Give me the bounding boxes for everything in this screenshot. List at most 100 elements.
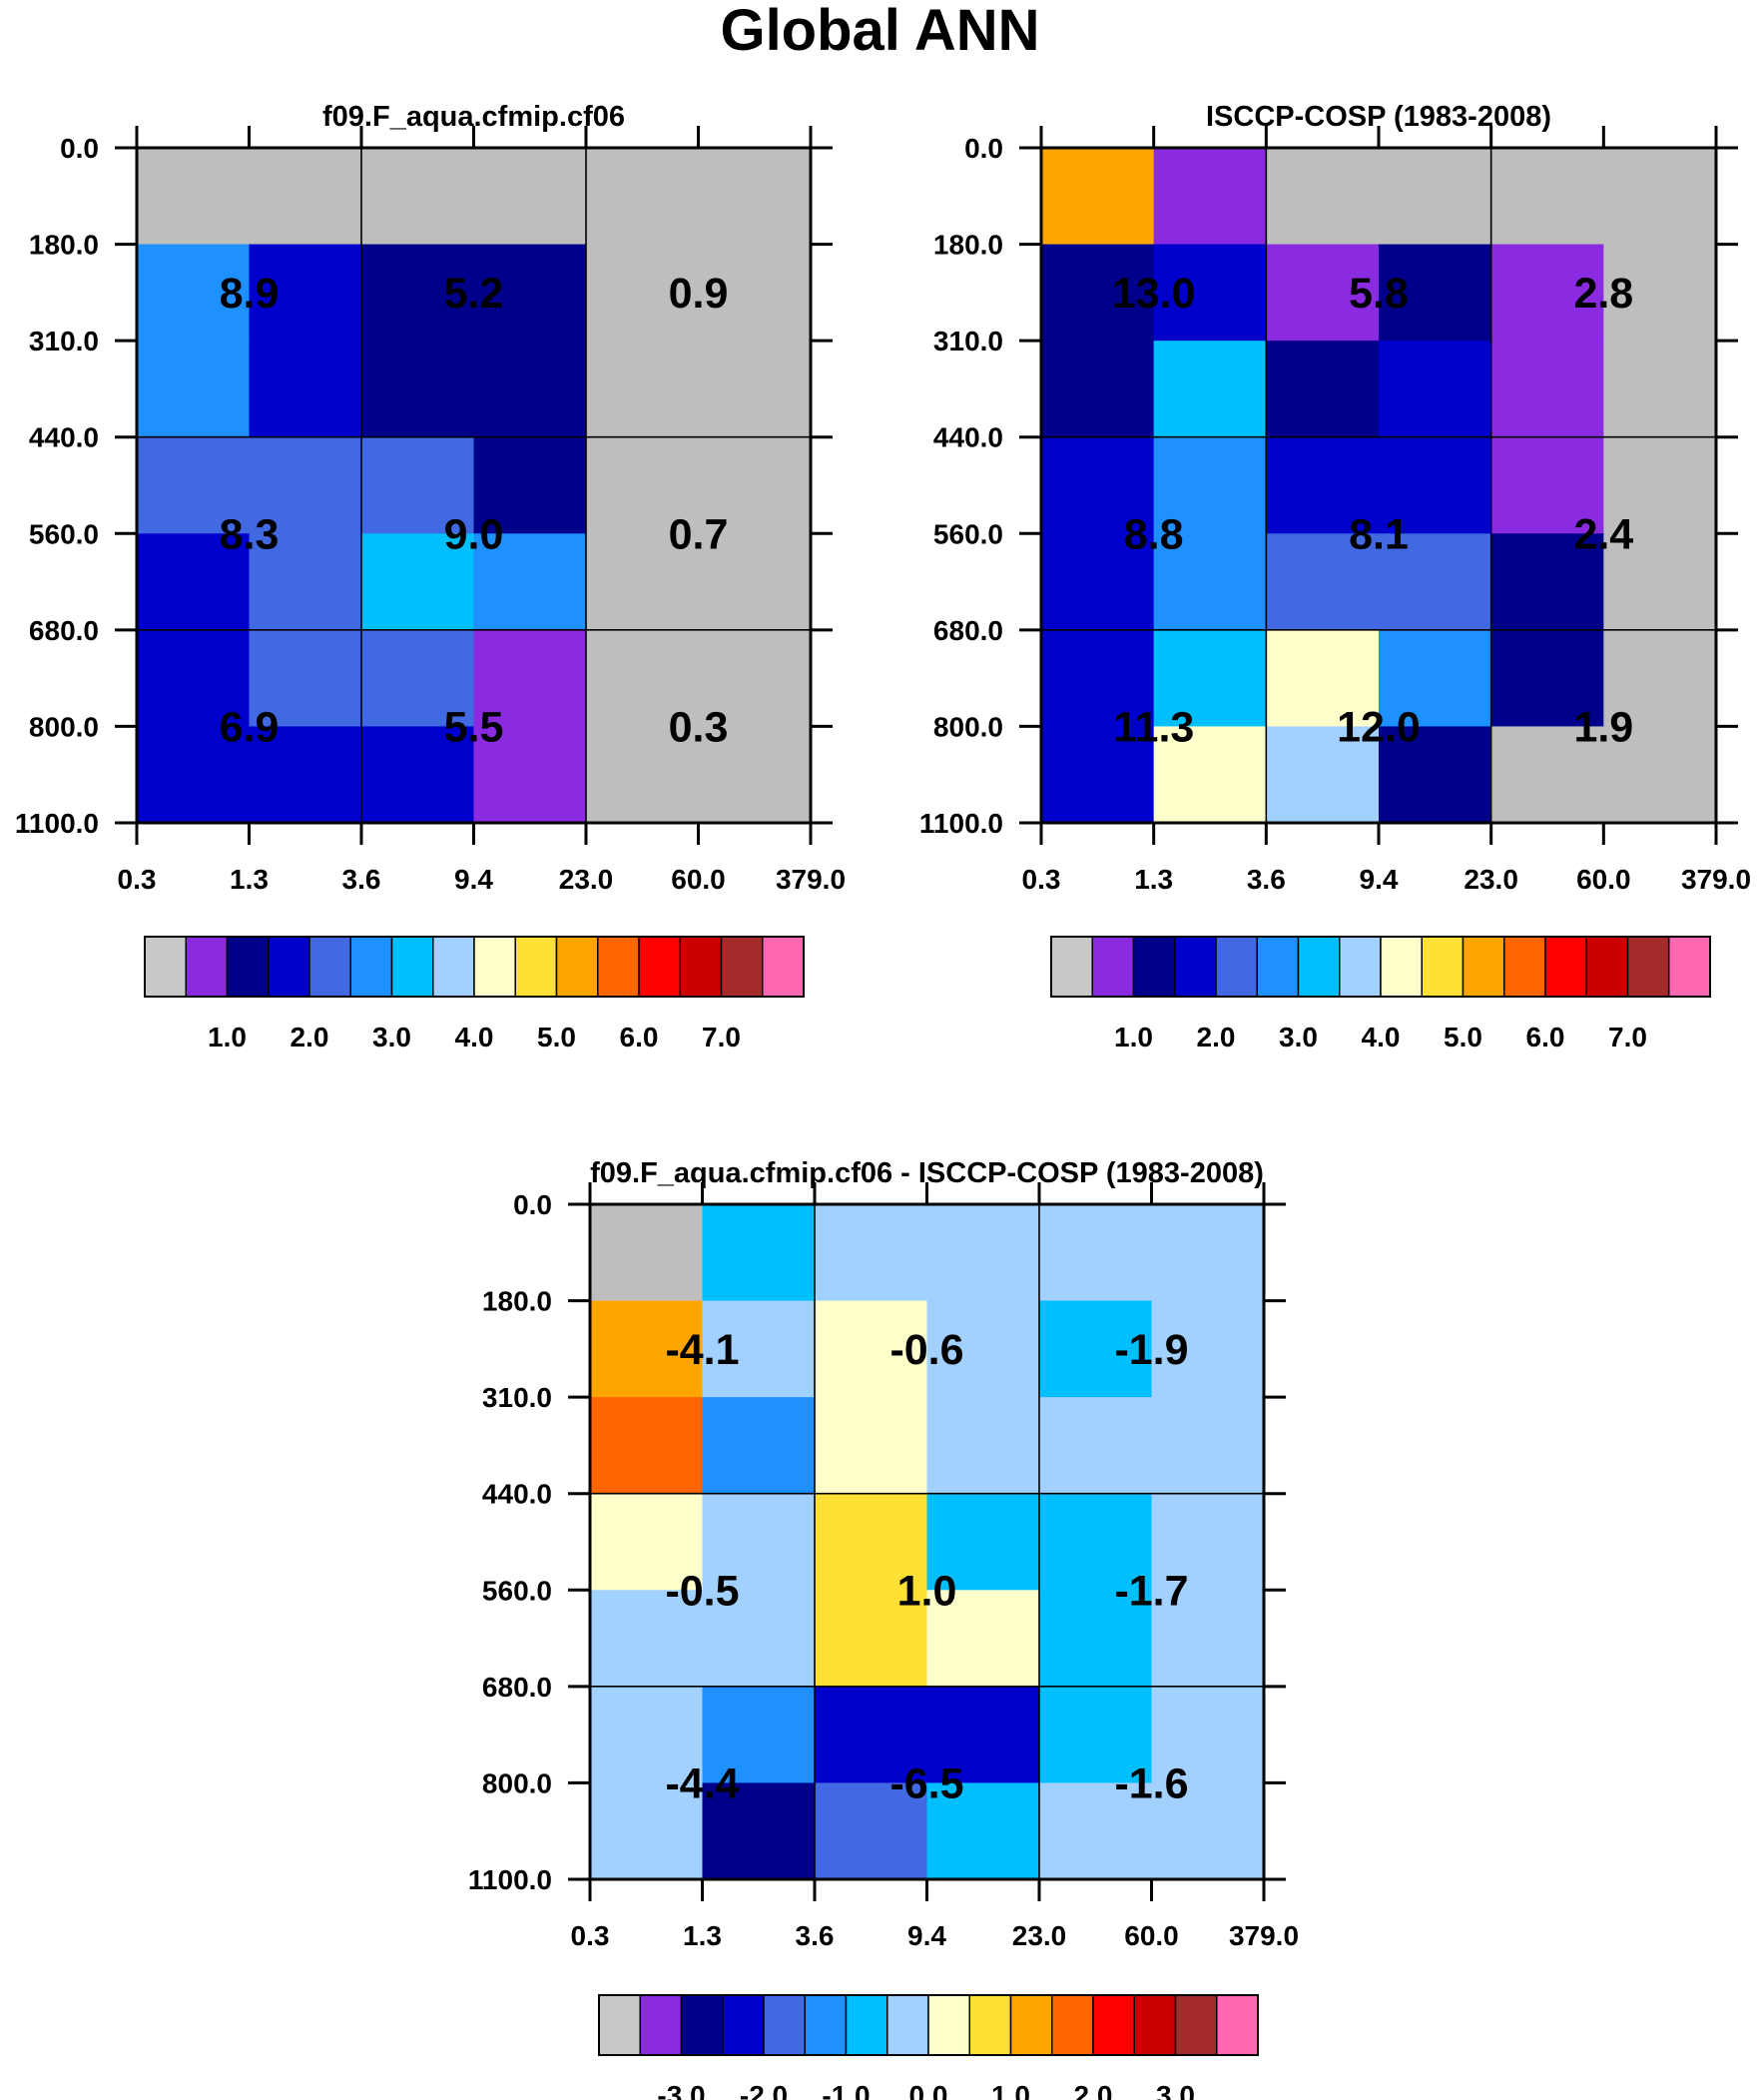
heatmap-cell	[1490, 244, 1604, 342]
heatmap-cell	[590, 1686, 704, 1784]
colorbar-swatch	[349, 936, 393, 998]
colorbar-swatch	[679, 936, 723, 998]
x-tick-label: 1.3	[683, 1920, 722, 1951]
x-tick-label: 0.3	[1022, 864, 1061, 895]
y-tick-label: 1100.0	[15, 808, 99, 839]
heatmap-cell	[473, 533, 587, 631]
box-value-label: -0.6	[889, 1326, 963, 1374]
heatmap-cell	[698, 629, 812, 728]
colorbar-swatch	[1132, 936, 1176, 998]
colorbar-swatch	[1544, 936, 1587, 998]
colorbar-swatch	[639, 1994, 683, 2056]
x-tick-label: 60.0	[1576, 864, 1631, 895]
heatmap-cell	[473, 436, 587, 534]
colorbar-swatch	[1256, 936, 1300, 998]
x-tick-label: 3.6	[1247, 864, 1286, 895]
colorbar-label: 3.0	[1156, 2080, 1195, 2100]
x-tick-label: 60.0	[671, 864, 726, 895]
heatmap-cell	[137, 341, 251, 438]
heatmap-cell	[137, 533, 251, 631]
y-tick-label: 560.0	[482, 1575, 552, 1606]
heatmap-cell	[473, 341, 587, 438]
colorbar-swatch	[514, 936, 558, 998]
colorbar-label: 5.0	[537, 1022, 576, 1052]
heatmap-cell	[1151, 1493, 1265, 1591]
box-value-label: 5.8	[1349, 270, 1409, 318]
heatmap-cell	[1041, 726, 1155, 824]
x-tick-label: 60.0	[1124, 1920, 1179, 1951]
heatmap-cell	[473, 726, 587, 824]
colorbar-swatch	[680, 1994, 724, 2056]
colorbar-swatch	[1421, 936, 1465, 998]
x-tick-label: 23.0	[1012, 1920, 1067, 1951]
heatmap-cell	[815, 1204, 928, 1302]
colorbar-swatch	[886, 1994, 929, 2056]
box-value-label: 8.3	[220, 510, 280, 558]
box-value-label: -1.9	[1114, 1326, 1188, 1374]
colorbar-swatch	[597, 936, 640, 998]
heatmap-cell	[1039, 1590, 1153, 1688]
figure-title: Global ANN	[720, 0, 1040, 63]
box-value-label: -1.6	[1114, 1759, 1188, 1807]
chart-panel-2: ISCCP-COSP (1983-2008)0.0180.0310.0440.0…	[919, 101, 1751, 1052]
heatmap-cell	[249, 533, 362, 631]
heatmap-cell	[702, 1204, 816, 1302]
colorbar-swatch	[1133, 1994, 1177, 2056]
x-tick-label: 9.4	[907, 1920, 946, 1951]
chart-panel-3: f09.F_aqua.cfmip.cf06 - ISCCP-COSP (1983…	[468, 1157, 1299, 2100]
heatmap-cell	[1153, 148, 1267, 246]
x-tick-label: 0.3	[118, 864, 157, 895]
colorbar-swatch	[432, 936, 475, 998]
colorbar-swatch	[1503, 936, 1546, 998]
heatmap-cell	[137, 244, 251, 342]
heatmap-cell	[702, 1686, 816, 1784]
colorbar-frame	[598, 1994, 1259, 2056]
y-tick-label: 0.0	[513, 1189, 552, 1220]
heatmap-cell	[1266, 436, 1380, 534]
heatmap-cell	[586, 244, 700, 342]
colorbar-swatch	[1462, 936, 1505, 998]
colorbar-swatch	[144, 936, 187, 998]
heatmap-cell	[1603, 533, 1717, 631]
x-tick-label: 3.6	[342, 864, 381, 895]
colorbar-label: -2.0	[740, 2080, 788, 2100]
heatmap-cell	[1266, 341, 1380, 438]
heatmap-cell	[1039, 1782, 1153, 1880]
heatmap-cell	[815, 1590, 928, 1688]
heatmap-cell	[702, 1493, 816, 1591]
heatmap-cell	[1151, 1782, 1265, 1880]
heatmap-cell	[1379, 341, 1492, 438]
heatmap-cell	[1266, 148, 1380, 246]
colorbar-swatch	[1215, 936, 1258, 998]
colorbar-frame	[1050, 936, 1711, 998]
y-tick-label: 440.0	[482, 1479, 552, 1510]
x-tick-label: 23.0	[559, 864, 614, 895]
heatmap-cell	[249, 341, 362, 438]
heatmap-cell	[137, 148, 251, 246]
colorbar-swatch	[804, 1994, 848, 2056]
heatmap-cell	[926, 1493, 1040, 1591]
heatmap-cell	[1153, 726, 1267, 824]
heatmap-cell	[1041, 533, 1155, 631]
box-value-label: -6.5	[889, 1759, 963, 1807]
heatmap-cell	[1490, 436, 1604, 534]
heatmap-cell	[361, 341, 475, 438]
heatmap-cell	[586, 533, 700, 631]
colorbar-label: -1.0	[822, 2080, 870, 2100]
colorbar-swatch	[226, 936, 270, 998]
y-tick-label: 680.0	[933, 615, 1003, 646]
heatmap-cell	[1041, 436, 1155, 534]
colorbar-swatch	[1092, 1994, 1135, 2056]
y-tick-label: 0.0	[60, 133, 99, 164]
colorbar-label: 6.0	[620, 1022, 659, 1052]
heatmap-cell	[698, 533, 812, 631]
box-value-label: -4.1	[665, 1326, 739, 1374]
box-value-label: 8.9	[220, 270, 280, 318]
heatmap-cell	[815, 1397, 928, 1495]
y-tick-label: 680.0	[482, 1672, 552, 1703]
heatmap-cell	[1603, 244, 1717, 342]
heatmap-cell	[1603, 341, 1717, 438]
colorbar-swatch	[1009, 1994, 1053, 2056]
box-value-label: 11.3	[1113, 703, 1194, 751]
colorbar-label: 7.0	[1608, 1022, 1647, 1052]
